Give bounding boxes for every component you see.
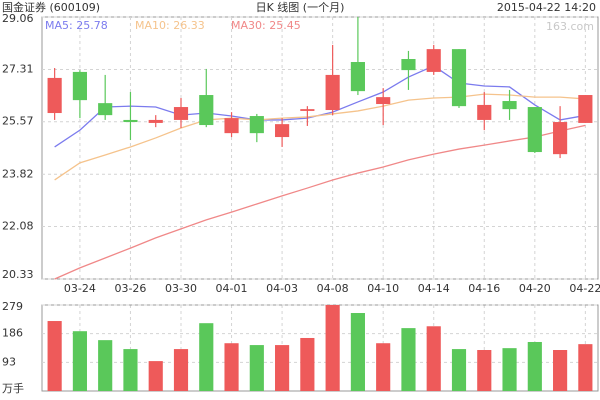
volume-bar	[527, 341, 542, 391]
ma-line	[54, 124, 586, 280]
candle-body	[376, 97, 391, 105]
candle-body	[224, 118, 239, 134]
candle-body	[426, 49, 441, 72]
candle-body	[72, 71, 87, 101]
y-tick-label: 23.82	[2, 167, 34, 180]
legend-entry: MA10: 26.33	[135, 19, 205, 32]
y-tick-label: 27.31	[2, 63, 34, 76]
candle-body	[502, 101, 517, 110]
volume-bar	[350, 313, 365, 391]
volume-bar	[275, 345, 290, 391]
candle-body	[148, 119, 163, 123]
candle-body	[350, 62, 365, 92]
x-tick-label: 04-10	[367, 282, 399, 295]
candle-body	[249, 116, 264, 134]
volume-bar	[325, 305, 340, 391]
chart-subtitle: 日K 线图 (一个月)	[256, 0, 345, 14]
x-tick-label: 03-30	[165, 282, 197, 295]
candle-body	[578, 95, 593, 123]
y-tick-label: 25.57	[2, 115, 34, 128]
candle-body	[300, 109, 315, 111]
candle-body	[553, 122, 568, 155]
x-tick-label: 03-26	[114, 282, 146, 295]
volume-bar	[553, 350, 568, 391]
legend-entry: MA5: 25.78	[45, 19, 108, 32]
volume-bar	[578, 344, 593, 391]
candle-body	[98, 103, 113, 116]
x-tick-label: 04-01	[216, 282, 248, 295]
candle-body	[325, 74, 340, 111]
watermark: 163.com	[546, 20, 594, 33]
x-tick-label: 03-24	[64, 282, 96, 295]
y-tick-label: 93	[2, 355, 16, 368]
x-tick-label: 04-03	[266, 282, 298, 295]
chart-title: 国金证券 (600109)	[2, 0, 100, 14]
volume-bar	[72, 331, 87, 391]
y-tick-label: 22.08	[2, 219, 34, 232]
y-tick-label: 186	[2, 327, 23, 340]
volume-bar	[173, 349, 189, 391]
volume-bar	[98, 340, 113, 391]
x-tick-label: 04-22	[569, 282, 600, 295]
volume-bar	[249, 345, 264, 391]
volume-bar	[477, 350, 492, 391]
volume-bar	[148, 361, 163, 391]
x-tick-label: 04-08	[317, 282, 349, 295]
timestamp: 2015-04-22 14:20	[497, 1, 596, 14]
ma-line	[54, 93, 586, 181]
volume-bar	[451, 349, 467, 391]
x-tick-label: 04-16	[468, 282, 500, 295]
y-tick-label: 20.33	[2, 268, 34, 281]
volume-bar	[199, 323, 214, 391]
volume-bar	[426, 326, 441, 391]
volume-bar	[502, 348, 517, 391]
volume-bar	[401, 328, 416, 391]
candle-body	[477, 104, 492, 120]
volume-bar	[123, 349, 138, 391]
candle-body	[123, 119, 138, 123]
x-tick-label: 04-20	[519, 282, 551, 295]
x-tick-label: 04-14	[418, 282, 450, 295]
candle-body	[451, 49, 467, 107]
candle-body	[199, 95, 214, 126]
y-tick-label: 279	[2, 300, 23, 313]
y-tick-label: 29.06	[2, 12, 34, 25]
volume-bar	[300, 337, 315, 391]
candle-body	[275, 124, 290, 138]
candle-body	[527, 107, 542, 153]
volume-unit: 万手	[2, 381, 24, 395]
candle-body	[47, 77, 62, 114]
legend-entry: MA30: 25.45	[231, 19, 301, 32]
candle-body	[173, 107, 189, 120]
volume-bar	[376, 343, 391, 391]
candle-body	[401, 59, 416, 71]
volume-bar	[224, 343, 239, 391]
volume-bar	[47, 321, 62, 391]
